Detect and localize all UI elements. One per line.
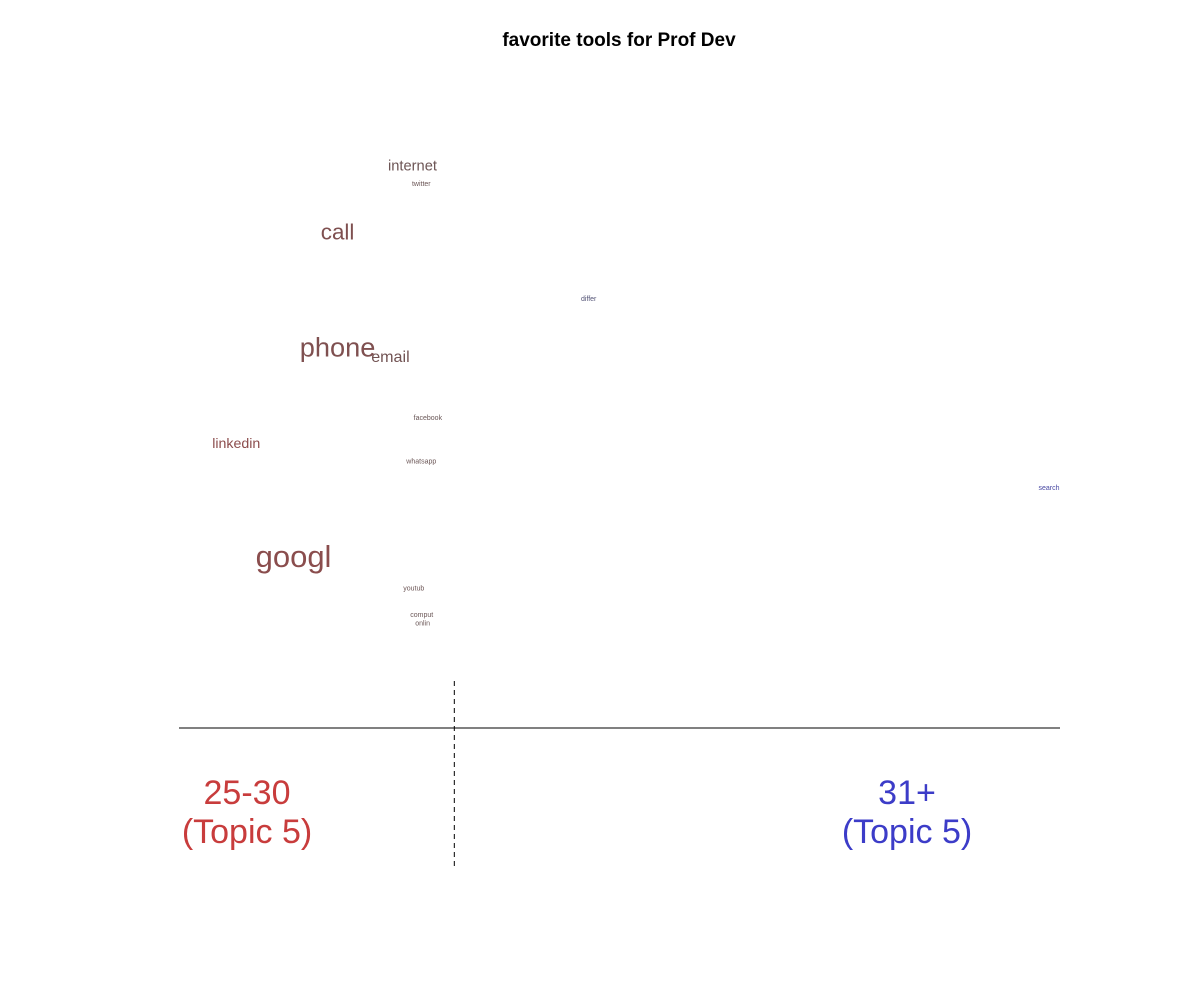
group-left-subtitle: (Topic 5): [181, 813, 313, 851]
word-comput: comput: [410, 612, 433, 619]
word-differ: differ: [581, 296, 597, 303]
word-googl: googl: [256, 539, 332, 574]
group-right-subtitle: (Topic 5): [841, 813, 973, 851]
group-left-title: 25-30: [203, 774, 291, 812]
group-right-title: 31+: [878, 774, 936, 812]
word-phone: phone: [300, 332, 376, 363]
chart-title: favorite tools for Prof Dev: [502, 30, 736, 51]
plot-axes: [179, 681, 1060, 869]
word-call: call: [321, 220, 355, 245]
group-label-left: 25-30 (Topic 5): [147, 774, 347, 852]
word-whatsapp: whatsapp: [405, 459, 436, 466]
word-linkedin: linkedin: [212, 436, 260, 452]
word-internet: internet: [388, 158, 437, 174]
word-twitter: twitter: [412, 181, 431, 188]
word-facebook: facebook: [414, 415, 443, 422]
word-onlin: onlin: [415, 621, 430, 628]
group-label-right: 31+ (Topic 5): [807, 774, 1007, 852]
word-search: search: [1038, 485, 1059, 492]
word-email: email: [371, 348, 409, 366]
word-youtub: youtub: [403, 586, 424, 593]
